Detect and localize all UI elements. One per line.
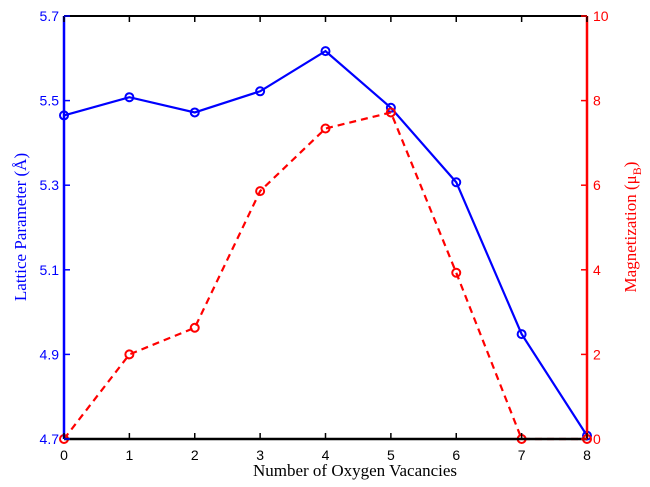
lattice-point — [451, 177, 462, 188]
left-y-tick-label: 5.7 — [40, 8, 60, 24]
right-y-tick-label: 0 — [593, 431, 601, 447]
right-y-label-main: Magnetization (μ — [621, 175, 640, 292]
right-y-label-subscript: B — [630, 167, 644, 175]
x-tick-label: 6 — [452, 447, 460, 463]
x-tick-label: 8 — [583, 447, 591, 463]
magnetization-point — [385, 107, 396, 118]
right-y-tick-label: 10 — [593, 8, 609, 24]
x-tick-label: 7 — [518, 447, 526, 463]
x-tick-label: 1 — [125, 447, 133, 463]
lattice-point — [320, 46, 331, 57]
lattice-point — [124, 92, 135, 103]
x-axis-label: Number of Oxygen Vacancies — [253, 461, 457, 480]
left-y-tick-label: 5.5 — [40, 93, 60, 109]
right-y-axis-label: Magnetization (μB) — [621, 162, 644, 293]
magnetization-point — [451, 267, 462, 278]
plot-frame — [62, 15, 589, 441]
x-tick-label: 2 — [191, 447, 199, 463]
right-y-label-close: ) — [621, 162, 640, 168]
magnetization-point — [255, 186, 266, 197]
magnetization-series-line — [63, 111, 587, 441]
plot-layer — [59, 46, 592, 444]
x-tick-label: 4 — [322, 447, 330, 463]
x-tick-label: 0 — [60, 447, 68, 463]
magnetization-point — [124, 349, 135, 360]
lattice-series-line — [63, 49, 588, 437]
right-y-tick-label: 2 — [593, 346, 601, 362]
left-y-axis-label: Lattice Parameter (Å) — [11, 153, 30, 301]
left-y-tick-label: 5.3 — [40, 177, 60, 193]
right-y-tick-label: 8 — [593, 93, 601, 109]
magnetization-point — [320, 123, 331, 134]
lattice-point — [255, 86, 266, 97]
x-tick-label: 5 — [387, 447, 395, 463]
magnetization-point — [189, 322, 200, 333]
right-y-tick-label: 4 — [593, 262, 601, 278]
left-y-tick-label: 5.1 — [40, 262, 60, 278]
x-tick-label: 3 — [256, 447, 264, 463]
left-y-tick-label: 4.9 — [40, 346, 60, 362]
right-y-tick-label: 6 — [593, 177, 601, 193]
lattice-point — [189, 107, 200, 118]
lattice-point — [516, 329, 527, 340]
left-y-tick-label: 4.7 — [40, 431, 60, 447]
tick-labels: 0 1 2 3 4 5 6 7 8 4.7 4.9 5.1 5.3 5.5 5.7 0 2 4 6 8 10 — [40, 8, 609, 463]
